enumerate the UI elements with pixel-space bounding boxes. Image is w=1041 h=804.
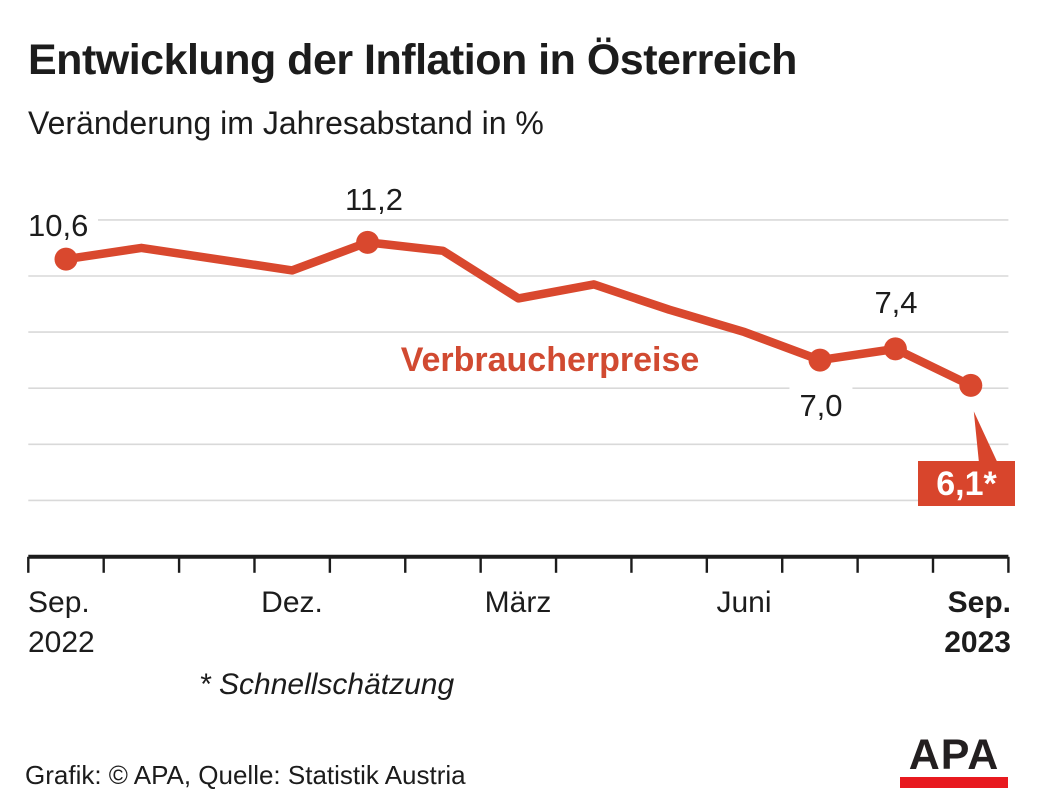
callout-value: 6,1* bbox=[936, 464, 997, 503]
data-point-marker-10 bbox=[808, 348, 832, 372]
data-label-sep2022: 10,6 bbox=[18, 205, 99, 246]
callout-pointer bbox=[973, 411, 997, 461]
data-point-marker-11 bbox=[883, 337, 907, 361]
apa-logo-text: APA bbox=[908, 731, 1000, 779]
apa-logo: APA bbox=[900, 731, 1008, 788]
x-tick-label-maerz: März bbox=[485, 583, 552, 623]
data-label-jan2023: 11,2 bbox=[344, 182, 404, 217]
data-point-marker-4 bbox=[356, 230, 380, 254]
x-tick-label-sep-2022: Sep. 2022 bbox=[28, 583, 95, 663]
data-point-marker-0 bbox=[54, 247, 78, 271]
callout-box: 6,1* bbox=[918, 461, 1015, 506]
x-tick-year: 2023 bbox=[944, 626, 1011, 659]
x-tick-label-dez: Dez. bbox=[261, 583, 323, 623]
data-label-juli2023: 7,0 bbox=[789, 385, 853, 426]
data-point-marker-12 bbox=[959, 373, 983, 397]
footnote: * Schnellschätzung bbox=[199, 668, 455, 701]
x-tick-month: Dez. bbox=[261, 586, 323, 619]
apa-logo-red-bar bbox=[900, 777, 1008, 788]
series-label: Verbraucherpreise bbox=[400, 341, 700, 379]
x-tick-month: Sep. bbox=[947, 586, 1011, 619]
page-title: Entwicklung der Inflation in Österreich bbox=[28, 36, 797, 84]
x-tick-year: 2022 bbox=[28, 626, 95, 659]
x-tick-month: März bbox=[484, 586, 552, 619]
x-tick-month: Sep. bbox=[28, 586, 90, 619]
x-tick-label-juni: Juni bbox=[716, 583, 771, 623]
chart-subtitle: Veränderung im Jahresabstand in % bbox=[28, 105, 544, 141]
x-tick-month: Juni bbox=[716, 586, 772, 619]
data-label-aug2023: 7,4 bbox=[874, 285, 918, 320]
x-tick-label-sep-2023: Sep. 2023 bbox=[944, 583, 1011, 663]
credit-line: Grafik: © APA, Quelle: Statistik Austria bbox=[25, 760, 466, 790]
